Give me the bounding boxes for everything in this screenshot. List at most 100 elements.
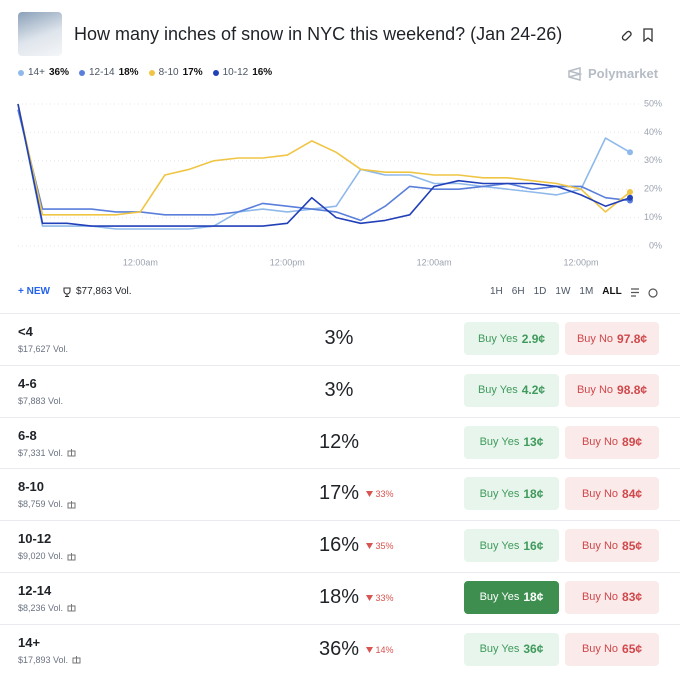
gift-icon xyxy=(67,604,76,612)
outcome-change: 33% xyxy=(366,489,394,499)
gift-icon xyxy=(67,500,76,509)
legend: 14+ 36% 12-14 18% 8-10 17% 10-12 16% xyxy=(18,67,272,78)
outcome-row: 6-8 $7,331 Vol. 12% Buy Yes 13¢ Buy No 89¢ xyxy=(0,416,680,469)
outcome-chance: 12% xyxy=(318,430,360,453)
brand-logo xyxy=(568,66,582,81)
buy-no-button[interactable]: Buy No 83¢ xyxy=(565,580,659,614)
buy-yes-button[interactable]: Buy Yes 18¢ xyxy=(464,580,559,614)
outcome-label: 8-10 xyxy=(18,479,45,495)
buy-yes-button[interactable]: Buy Yes 36¢ xyxy=(464,632,559,666)
buy-no-button[interactable]: Buy No 65¢ xyxy=(565,632,659,666)
buy-no-button[interactable]: Buy No 89¢ xyxy=(565,425,659,459)
outcome-row: 10-12 $9,020 Vol. 16% 35% Buy Yes 16¢ Buy No 8… xyxy=(0,520,680,572)
market-title: How many inches of snow in NYC this week… xyxy=(74,24,563,44)
no-price: 83¢ xyxy=(622,590,643,605)
buy-yes-button[interactable]: Buy Yes 18¢ xyxy=(464,477,559,511)
no-price: 98.8¢ xyxy=(617,383,648,398)
new-button[interactable]: + NEW xyxy=(18,286,50,297)
range-button[interactable]: 1D xyxy=(533,286,547,297)
outcome-row: 4-6 $7,883 Vol. 3% Buy Yes 4.2¢ Buy No 98.8¢ xyxy=(0,364,680,417)
range-button[interactable]: 1M xyxy=(579,286,594,297)
series-end-dot xyxy=(627,194,633,201)
outcome-volume: $17,893 Vol. xyxy=(18,655,81,665)
outcome-volume: $8,759 Vol. xyxy=(18,499,76,509)
change-text: 35% xyxy=(375,541,394,552)
buy-no-button[interactable]: Buy No 97.8¢ xyxy=(565,322,659,355)
chart-settings xyxy=(631,288,658,298)
series-line xyxy=(17,103,631,227)
outcome-row: <4 $17,627 Vol. 3% Buy Yes 2.9¢ Buy No 97.8¢ xyxy=(0,313,680,365)
outcome-list: <4 $17,627 Vol. 3% Buy Yes 2.9¢ Buy No 97.8¢ 4-… xyxy=(0,313,680,676)
range-button[interactable]: 1H xyxy=(490,286,503,297)
yes-price: 2.9¢ xyxy=(521,331,546,346)
outcome-label: <4 xyxy=(18,324,33,339)
x-tick-label: 12:00am xyxy=(417,257,452,267)
buy-yes-text: Buy Yes xyxy=(479,643,520,656)
no-price: 89¢ xyxy=(622,435,643,450)
legend-item: 12-14 18% xyxy=(78,67,139,78)
outcome-label: 14+ xyxy=(18,634,41,650)
series-end-dot xyxy=(627,189,633,196)
buy-yes-button[interactable]: Buy Yes 16¢ xyxy=(464,529,559,563)
outcome-label: 10-12 xyxy=(18,531,52,547)
buy-yes-button[interactable]: Buy Yes 13¢ xyxy=(464,425,559,459)
down-arrow xyxy=(366,646,373,653)
buy-no-text: Buy No xyxy=(576,332,614,345)
legend-dot xyxy=(212,69,219,76)
legend-value: 16% xyxy=(252,67,273,78)
buy-no-button[interactable]: Buy No 98.8¢ xyxy=(565,373,659,407)
legend-name: 14+ xyxy=(28,67,45,78)
no-price: 65¢ xyxy=(622,642,643,657)
y-tick-label: 0% xyxy=(649,240,662,250)
legend-item: 8-10 17% xyxy=(148,67,203,78)
series-line xyxy=(17,103,631,216)
outcome-chance: 18% xyxy=(318,585,360,608)
range-button[interactable]: 1W xyxy=(555,286,571,297)
outcome-volume: $7,331 Vol. xyxy=(18,448,76,458)
range-selector: 1H 6H 1D 1W 1M ALL xyxy=(490,286,622,297)
outcome-label: 6-8 xyxy=(18,427,37,443)
change-text: 14% xyxy=(375,644,394,655)
series-line xyxy=(17,109,631,222)
settings-icon[interactable] xyxy=(648,288,658,298)
yes-price: 36¢ xyxy=(523,642,544,657)
brand-name: Polymarket xyxy=(588,66,659,81)
x-tick-label: 12:00pm xyxy=(270,257,305,267)
bookmark-icon[interactable] xyxy=(643,28,653,43)
outcome-change: 35% xyxy=(366,541,394,551)
buy-no-button[interactable]: Buy No 84¢ xyxy=(565,477,659,511)
outcome-chance: 3% xyxy=(324,327,354,349)
legend-dot xyxy=(78,69,85,76)
down-arrow xyxy=(366,491,373,498)
legend-name: 10-12 xyxy=(222,67,249,78)
y-tick-label: 20% xyxy=(644,184,662,194)
legend-dot xyxy=(18,69,24,76)
legend-value: 36% xyxy=(48,67,69,78)
legend-item: 14+ 36% xyxy=(18,67,69,78)
no-price: 85¢ xyxy=(622,538,643,553)
buy-yes-text: Buy Yes xyxy=(479,487,520,500)
outcome-chance: 36% xyxy=(318,637,360,660)
filter-icon[interactable] xyxy=(631,288,639,297)
brand: Polymarket xyxy=(568,66,658,81)
range-button[interactable]: 6H xyxy=(511,286,525,297)
buy-no-text: Buy No xyxy=(581,436,619,449)
buy-yes-button[interactable]: Buy Yes 4.2¢ xyxy=(464,373,559,407)
volume-text: $9,020 Vol. xyxy=(18,551,64,562)
yes-price: 16¢ xyxy=(523,538,544,553)
range-button[interactable]: ALL xyxy=(602,286,622,297)
change-text: 33% xyxy=(375,489,394,500)
outcome-row: 14+ $17,893 Vol. 36% 14% Buy Yes 36¢ Buy No 65… xyxy=(0,623,680,676)
yes-price: 18¢ xyxy=(523,486,544,501)
header-icons xyxy=(621,28,653,43)
buy-no-text: Buy No xyxy=(581,487,619,500)
buy-yes-button[interactable]: Buy Yes 2.9¢ xyxy=(464,322,559,355)
buy-yes-text: Buy Yes xyxy=(479,436,520,449)
down-arrow xyxy=(366,543,373,550)
link-icon[interactable] xyxy=(621,30,632,41)
buy-yes-text: Buy Yes xyxy=(479,591,520,604)
outcome-change: 33% xyxy=(366,593,394,603)
outcome-change: 14% xyxy=(366,645,394,655)
buy-no-button[interactable]: Buy No 85¢ xyxy=(565,529,659,563)
down-arrow xyxy=(366,594,373,601)
